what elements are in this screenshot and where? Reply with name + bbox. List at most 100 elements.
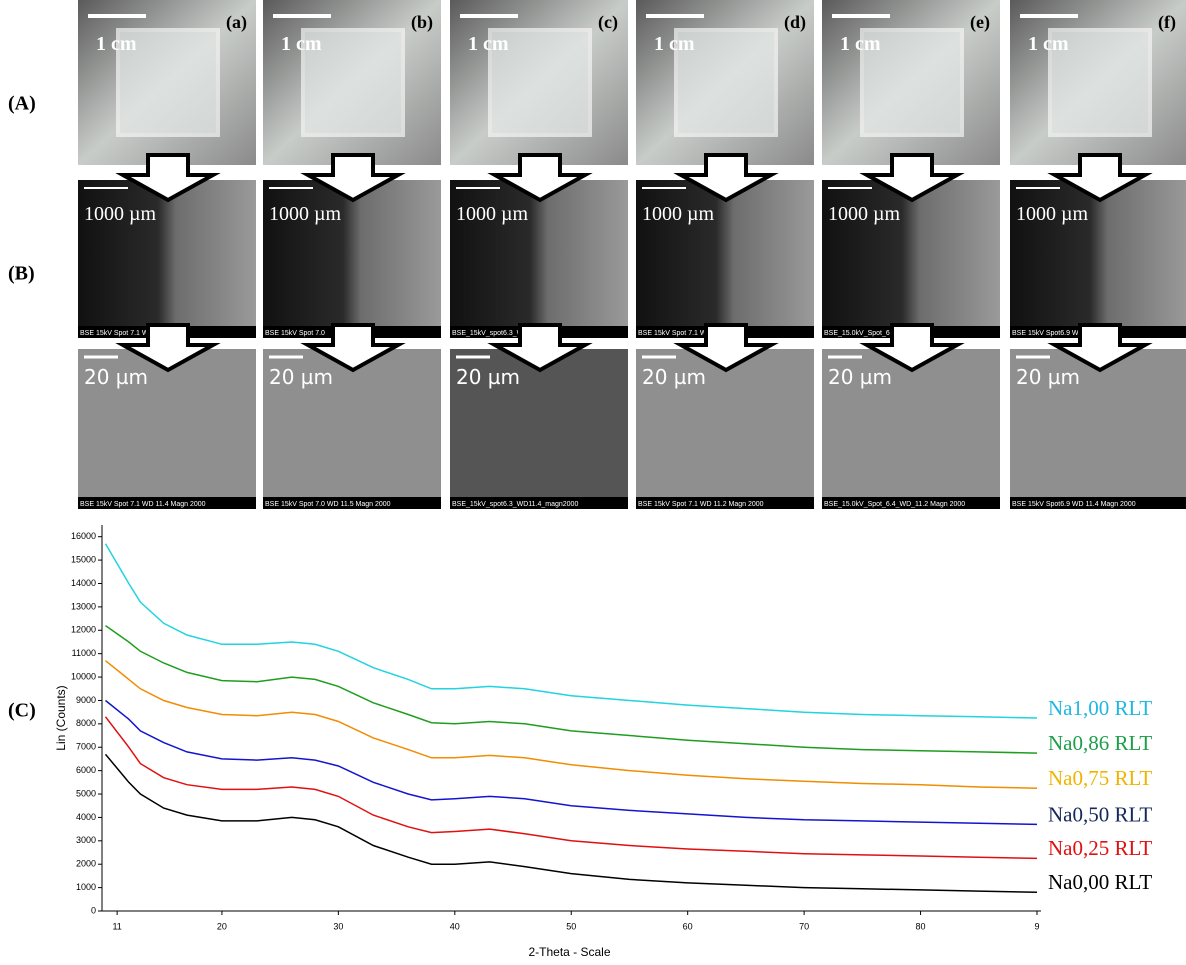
zoom-scale: 20 µm <box>269 365 333 389</box>
y-tick-label: 14000 <box>71 578 96 588</box>
bse-image <box>450 180 628 338</box>
caption-bar <box>1010 497 1186 509</box>
bse-image <box>636 180 814 338</box>
photo-scale: 1 cm <box>1028 33 1069 55</box>
series-label: Na0,86 RLT <box>1048 731 1152 755</box>
photo-scale: 1 cm <box>468 33 509 55</box>
bse-scale: 1000 µm <box>456 203 529 225</box>
sample <box>488 28 592 137</box>
sample <box>860 28 964 137</box>
zoom-scale: 20 µm <box>642 365 706 389</box>
series-label: Na1,00 RLT <box>1048 696 1152 720</box>
y-tick-label: 7000 <box>76 742 96 752</box>
bse-image <box>78 180 256 338</box>
bse-caption: BSE_15.0kV_Spot_6.4_W <box>824 330 907 337</box>
panel-label: (c) <box>598 12 618 33</box>
x-tick-label: 9 <box>1034 921 1039 931</box>
series-line <box>105 624 1038 754</box>
panel-label: (b) <box>411 12 433 33</box>
caption-bar <box>636 497 814 509</box>
zoom-caption: BSE_15kV_spot6.3_WD11.4_magn2000 <box>452 501 578 508</box>
bse-caption: BSE 15kV Spot 7.1 WD <box>80 330 154 337</box>
x-tick-label: 80 <box>916 921 926 931</box>
bse-image <box>263 180 441 338</box>
panel-label: (d) <box>784 12 806 33</box>
photo-scale: 1 cm <box>96 33 137 55</box>
bse-caption: BSE 15kV Spot6.9 WD <box>1012 330 1084 337</box>
series-label: Na0,50 RLT <box>1048 802 1152 826</box>
zoom-scale: 20 µm <box>828 365 892 389</box>
y-tick-label: 6000 <box>76 765 96 775</box>
zoom-image <box>822 349 1000 509</box>
sample <box>1048 28 1152 137</box>
arrow <box>1047 153 1153 203</box>
x-tick-label: 30 <box>333 921 343 931</box>
bse-image <box>822 180 1000 338</box>
arrow <box>859 153 965 203</box>
y-tick-label: 2000 <box>76 859 96 869</box>
zoom-image <box>636 349 814 509</box>
arrow <box>115 323 221 373</box>
zoom-caption: BSE 15kV Spot 7.1 WD 11.2 Magn 2000 <box>638 501 764 508</box>
sample <box>674 28 778 137</box>
series-line <box>104 543 1038 719</box>
zoom-caption: BSE_15.0kV_Spot_6.4_WD_11.2 Magn 2000 <box>824 501 965 508</box>
arrow <box>300 153 406 203</box>
caption-bar <box>78 497 256 509</box>
arrow <box>115 153 221 203</box>
y-tick-label: 4000 <box>76 812 96 822</box>
x-axis-label: 2-Theta - Scale <box>528 945 610 959</box>
row-label: (B) <box>8 263 35 285</box>
x-tick-label: 11 <box>112 921 121 931</box>
series-label: Na0,75 RLT <box>1048 766 1152 790</box>
zoom-image <box>263 349 441 509</box>
y-tick-label: 9000 <box>76 695 96 705</box>
caption-bar <box>822 497 1000 509</box>
sample <box>116 28 220 137</box>
x-tick-label: 60 <box>683 921 693 931</box>
x-tick-label: 20 <box>217 921 227 931</box>
caption-bar <box>263 497 441 509</box>
y-tick-label: 13000 <box>71 601 96 611</box>
bse-caption: BSE_15kV_spot6.3_WD <box>452 330 528 337</box>
panel-label: (e) <box>970 12 990 33</box>
row-label: (A) <box>8 93 36 115</box>
series-label: Na0,00 RLT <box>1048 870 1152 894</box>
x-tick-label: 50 <box>566 921 576 931</box>
photo-scale: 1 cm <box>281 33 322 55</box>
y-tick-label: 5000 <box>76 788 96 798</box>
bse-scale: 1000 µm <box>828 203 901 225</box>
y-tick-label: 8000 <box>76 718 96 728</box>
bse-scale: 1000 µm <box>269 203 342 225</box>
zoom-scale: 20 µm <box>456 365 520 389</box>
series-line <box>104 753 1038 894</box>
bse-caption: BSE 15kV Spot 7.1 WD 1 <box>638 330 717 337</box>
y-axis-label: Lin (Counts) <box>54 685 68 750</box>
arrow <box>487 153 593 203</box>
zoom-scale: 20 µm <box>1016 365 1080 389</box>
panel-label: (f) <box>1158 12 1176 33</box>
photo-scale: 1 cm <box>654 33 695 55</box>
bse-scale: 1000 µm <box>642 203 715 225</box>
y-tick-label: 15000 <box>71 554 96 564</box>
zoom-image <box>78 349 256 509</box>
bse-scale: 1000 µm <box>84 203 157 225</box>
arrow <box>487 323 593 373</box>
photo-scale: 1 cm <box>840 33 881 55</box>
zoom-image <box>450 349 628 509</box>
y-tick-label: 3000 <box>76 835 96 845</box>
y-tick-label: 0 <box>91 905 96 915</box>
arrow <box>1047 323 1153 373</box>
zoom-caption: BSE 15kV Spot6.9 WD 11.4 Magn 2000 <box>1012 501 1136 508</box>
zoom-caption: BSE 15kV Spot 7.0 WD 11.5 Magn 2000 <box>265 501 391 508</box>
series-label: Na0,25 RLT <box>1048 836 1152 860</box>
zoom-caption: BSE 15kV Spot 7.1 WD 11.4 Magn 2000 <box>80 501 206 508</box>
arrow <box>300 323 406 373</box>
series-line <box>105 699 1038 826</box>
arrow <box>673 323 779 373</box>
x-tick-label: 40 <box>450 921 460 931</box>
sample <box>301 28 405 137</box>
arrow <box>859 323 965 373</box>
y-tick-label: 10000 <box>71 671 96 681</box>
